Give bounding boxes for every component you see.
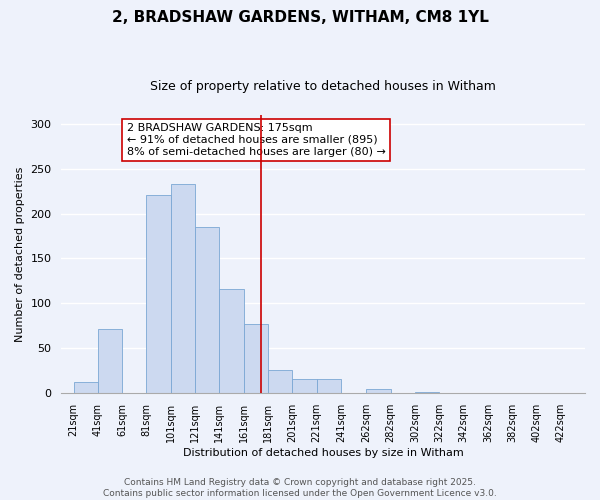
Bar	[220, 289, 244, 393]
Bar	[317, 380, 341, 393]
Bar	[415, 392, 439, 393]
Bar	[171, 184, 195, 393]
Text: 2, BRADSHAW GARDENS, WITHAM, CM8 1YL: 2, BRADSHAW GARDENS, WITHAM, CM8 1YL	[112, 10, 488, 25]
Text: Contains HM Land Registry data © Crown copyright and database right 2025.
Contai: Contains HM Land Registry data © Crown c…	[103, 478, 497, 498]
Text: 2 BRADSHAW GARDENS: 175sqm
← 91% of detached houses are smaller (895)
8% of semi: 2 BRADSHAW GARDENS: 175sqm ← 91% of deta…	[127, 124, 386, 156]
Bar	[195, 227, 220, 393]
Bar	[268, 370, 292, 393]
Bar	[367, 390, 391, 393]
Title: Size of property relative to detached houses in Witham: Size of property relative to detached ho…	[150, 80, 496, 93]
Bar	[292, 378, 317, 393]
Bar	[98, 329, 122, 393]
X-axis label: Distribution of detached houses by size in Witham: Distribution of detached houses by size …	[183, 448, 464, 458]
Bar	[244, 324, 268, 393]
Y-axis label: Number of detached properties: Number of detached properties	[15, 166, 25, 342]
Bar	[74, 382, 98, 393]
Bar	[146, 195, 171, 393]
